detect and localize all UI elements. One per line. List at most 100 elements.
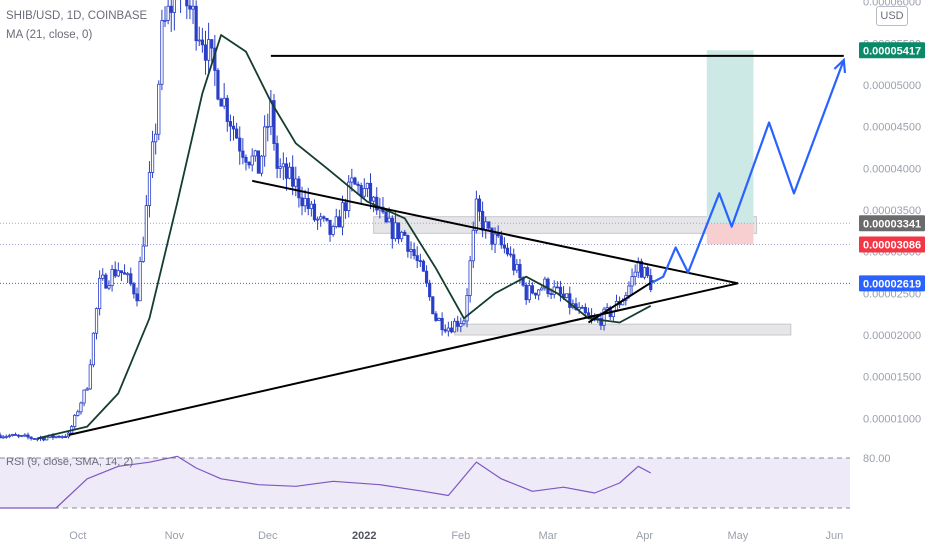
candle-body [412, 249, 416, 257]
candle-body [306, 198, 310, 209]
candle-body [113, 269, 117, 277]
candle-body [185, 0, 189, 7]
candle-body [496, 233, 500, 237]
x-tick-label: 2022 [352, 530, 376, 542]
candle-body [126, 273, 130, 276]
candle-body [580, 306, 584, 309]
candle-body [154, 133, 158, 143]
rsi-legend[interactable]: RSI (9, close, SMA, 14, 2) [6, 456, 134, 468]
candle-body [210, 39, 214, 49]
candle-body [512, 254, 516, 271]
rsi-band [0, 458, 850, 508]
candle-body [605, 307, 609, 310]
candle-body [41, 437, 46, 441]
candle-body [459, 323, 463, 327]
candle-body [415, 255, 419, 262]
candle-body [627, 285, 631, 296]
candle-body [82, 389, 86, 404]
candle-body [132, 283, 136, 295]
candle-body [135, 293, 139, 302]
candle-body [325, 217, 329, 221]
y-tick-label: 0.00005000 [863, 80, 921, 92]
candle-body [228, 121, 233, 127]
trendline-support [68, 282, 739, 436]
stop-zone [706, 223, 754, 245]
candle-body [281, 163, 285, 168]
candle-body [403, 231, 407, 236]
candle-body [334, 216, 338, 227]
candle-body [303, 198, 307, 207]
candle-body [365, 182, 369, 189]
candle-body [490, 227, 494, 245]
candle-body [630, 276, 634, 287]
candle-body [253, 150, 257, 157]
candle-body [200, 39, 204, 46]
candle-body [315, 218, 320, 221]
price-tag-label: 0.00005417 [863, 45, 921, 57]
candle-body [599, 318, 603, 326]
candle-body [241, 150, 245, 158]
candle-body [481, 211, 485, 231]
candle-body [555, 286, 559, 289]
candle-body [509, 253, 513, 256]
currency-button[interactable]: USD [876, 6, 908, 26]
price-tag-label: 0.00003086 [863, 240, 921, 252]
candle-body [256, 150, 261, 174]
candle-body [54, 435, 58, 438]
candle-body [375, 196, 379, 211]
candle-body [400, 231, 404, 240]
candle-body [331, 226, 335, 235]
candle-body [586, 312, 591, 316]
candle-body [29, 436, 33, 439]
candle-body [468, 260, 472, 296]
candle-body [393, 222, 398, 240]
candle-body [362, 188, 366, 197]
candle-body [312, 203, 317, 221]
candle-body [235, 128, 239, 139]
candle-body [537, 289, 541, 296]
candle-body [110, 269, 114, 287]
symbol-legend[interactable]: SHIB/USD, 1D, COINBASE [6, 10, 148, 22]
candle-body [20, 434, 24, 437]
candle-body [119, 270, 124, 274]
candle-body [98, 277, 102, 309]
price-tag-stop [859, 236, 925, 253]
candle-body [157, 83, 161, 135]
candle-body [94, 308, 99, 334]
candle-body [88, 364, 92, 390]
candle-body [191, 5, 195, 10]
trendline-minor-support [587, 279, 655, 324]
candle-body [633, 271, 637, 277]
candle-body [477, 198, 482, 212]
ma-legend[interactable]: MA (21, close, 0) [6, 29, 93, 41]
candle-body [91, 332, 96, 366]
candle-body [568, 293, 572, 308]
candle-body [446, 327, 450, 332]
candle-body [141, 245, 145, 262]
candle-body [160, 20, 164, 85]
candle-body [518, 264, 522, 279]
candle-body [524, 284, 528, 301]
rsi-line [0, 455, 652, 509]
candle-body [297, 178, 301, 199]
candle-body [418, 260, 422, 263]
candle-body [284, 163, 289, 179]
candle-body [465, 295, 469, 322]
candle-body [294, 178, 298, 187]
candle-body [203, 44, 208, 61]
candle-body [549, 293, 553, 295]
ma-line [37, 34, 652, 440]
candle-body [266, 126, 270, 128]
candle-body [57, 435, 61, 438]
candle-body [287, 166, 292, 179]
candle-body [543, 278, 547, 289]
candle-body [32, 438, 36, 440]
x-tick-label: Dec [258, 530, 278, 542]
candle-body [129, 273, 133, 285]
candle-body [231, 125, 236, 130]
candle-body [163, 19, 167, 22]
candle-body [244, 156, 248, 163]
candle-body [147, 172, 152, 207]
